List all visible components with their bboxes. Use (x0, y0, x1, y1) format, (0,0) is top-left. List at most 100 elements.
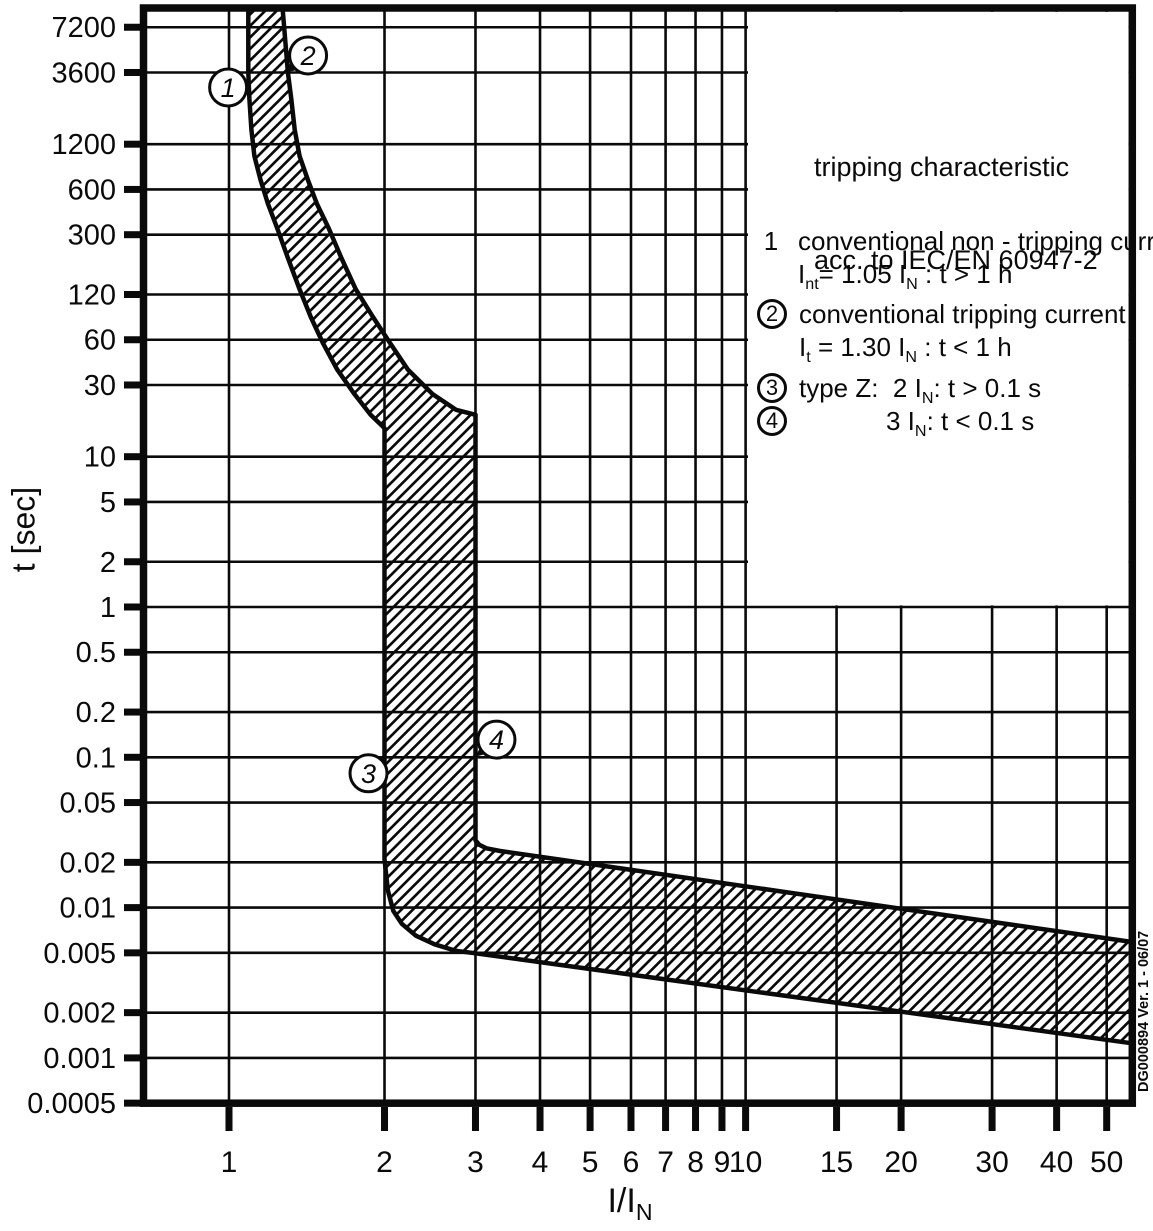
y-tick-label: 0.002 (43, 998, 116, 1030)
plot-border (139, 4, 1137, 1107)
y-axis-title: t [sec] (5, 486, 42, 573)
x-tick (627, 1107, 635, 1131)
y-tick-label: 0.2 (76, 697, 116, 729)
y-tick-label: 0.01 (60, 893, 116, 925)
x-tick-label: 10 (729, 1146, 762, 1179)
x-tick (1103, 1107, 1111, 1131)
y-tick (124, 949, 147, 957)
x-tick (381, 1107, 389, 1131)
x-tick (536, 1107, 544, 1131)
marker-3: 3 (348, 753, 389, 794)
x-tick-label: 5 (582, 1146, 599, 1179)
chart-title-line2: acc. to IEC/EN 60947-2 (814, 245, 1098, 275)
y-tick-label: 0.005 (43, 938, 116, 970)
y-tick-label: 0.0005 (27, 1088, 116, 1120)
y-tick (124, 1099, 147, 1107)
legend-item-3-number: 3 (757, 373, 787, 403)
legend-box: tripping characteristic acc. to IEC/EN 6… (748, 12, 1153, 604)
x-tick (471, 1107, 479, 1131)
x-tick-label: 2 (376, 1146, 393, 1179)
x-tick-label: 7 (657, 1146, 674, 1179)
x-tick (988, 1107, 996, 1131)
x-tick-label: 8 (687, 1146, 704, 1179)
y-tick (124, 1009, 147, 1017)
y-tick (124, 185, 147, 193)
y-tick (124, 904, 147, 912)
x-tick-label: 40 (1040, 1146, 1073, 1179)
y-tick-label: 0.05 (60, 788, 116, 820)
legend-item-1: 1 conventional non - tripping current In… (756, 226, 1153, 301)
y-tick (124, 753, 147, 761)
y-tick (124, 23, 147, 31)
y-tick (124, 68, 147, 76)
marker-4: 4 (475, 719, 517, 760)
y-tick (124, 799, 147, 807)
x-tick-label: 3 (467, 1146, 484, 1179)
y-tick (124, 336, 147, 344)
legend-item-3: 3 type Z: 2 IN: t > 0.1 s (756, 373, 1126, 413)
y-tick-label: 1200 (51, 129, 116, 161)
marker-number: 2 (300, 41, 316, 71)
y-tick-label: 120 (68, 279, 116, 311)
y-tick (124, 290, 147, 298)
x-tick (1053, 1107, 1061, 1131)
marker-circle (288, 35, 329, 76)
legend-item-4: 4 3 IN: t < 0.1 s (756, 406, 1126, 446)
legend-item-2: 2 conventional tripping current It = 1.3… (756, 299, 1126, 374)
y-tick (124, 140, 147, 148)
x-tick (742, 1107, 750, 1131)
legend-item-2-formula: It = 1.30 IN : t < 1 h (799, 332, 1012, 367)
legend-item-4-text: 3 IN: t < 0.1 s (886, 406, 1035, 441)
y-tick-label: 2 (100, 547, 116, 579)
y-tick-label: 0.1 (76, 742, 116, 774)
x-tick-label: 15 (820, 1146, 853, 1179)
y-tick (124, 648, 147, 656)
y-tick-label: 60 (84, 325, 116, 357)
x-tick (225, 1107, 233, 1131)
marker-1: 1 (208, 67, 249, 108)
y-tick (124, 498, 147, 506)
y-tick-label: 30 (84, 370, 116, 402)
x-tick-label: 4 (532, 1146, 549, 1179)
y-tick (124, 381, 147, 389)
x-tick-label: 9 (714, 1146, 731, 1179)
legend-item-1-formula: Int= 1.05 IN : t > 1 h (798, 259, 1013, 294)
legend-item-2-text: conventional tripping current (799, 299, 1126, 329)
marker-number: 3 (361, 759, 376, 789)
x-tick (662, 1107, 670, 1131)
y-tick-label: 300 (68, 220, 116, 252)
y-tick-label: 5 (100, 487, 116, 519)
chart-title: tripping characteristic acc. to IEC/EN 6… (814, 90, 1098, 338)
y-tick (124, 603, 147, 611)
document-number: DG000894 Ver. 1 - 06/07 (1136, 930, 1152, 1092)
axis-ticks-and-labels: 7200360012006003001206030105210.50.20.10… (27, 12, 1123, 1179)
x-tick-label: 20 (884, 1146, 917, 1179)
y-tick-label: 10 (84, 442, 116, 474)
y-tick (124, 708, 147, 716)
x-tick-label: 30 (975, 1146, 1008, 1179)
y-tick (124, 453, 147, 461)
y-tick-label: 3600 (51, 57, 116, 89)
y-tick-label: 600 (68, 174, 116, 206)
x-tick (692, 1107, 700, 1131)
legend-item-4-number: 4 (757, 406, 787, 436)
y-tick (124, 1054, 147, 1062)
marker-circle (476, 719, 517, 760)
legend-item-1-number: 1 (763, 226, 779, 256)
x-tick-label: 6 (623, 1146, 640, 1179)
y-tick-label: 0.001 (43, 1043, 116, 1075)
y-tick (124, 558, 147, 566)
x-axis-title: I/IN (607, 1182, 653, 1225)
marker-number: 4 (489, 725, 504, 755)
marker-circle (208, 67, 249, 108)
legend-item-2-number: 2 (757, 299, 787, 329)
y-tick-label: 1 (100, 592, 116, 624)
marker-number: 1 (221, 73, 236, 103)
marker-2: 2 (285, 35, 329, 76)
x-tick (586, 1107, 594, 1131)
y-tick (124, 231, 147, 239)
x-tick (897, 1107, 905, 1131)
chart-title-line1: tripping characteristic (814, 152, 1070, 182)
y-tick-label: 0.02 (60, 847, 116, 879)
